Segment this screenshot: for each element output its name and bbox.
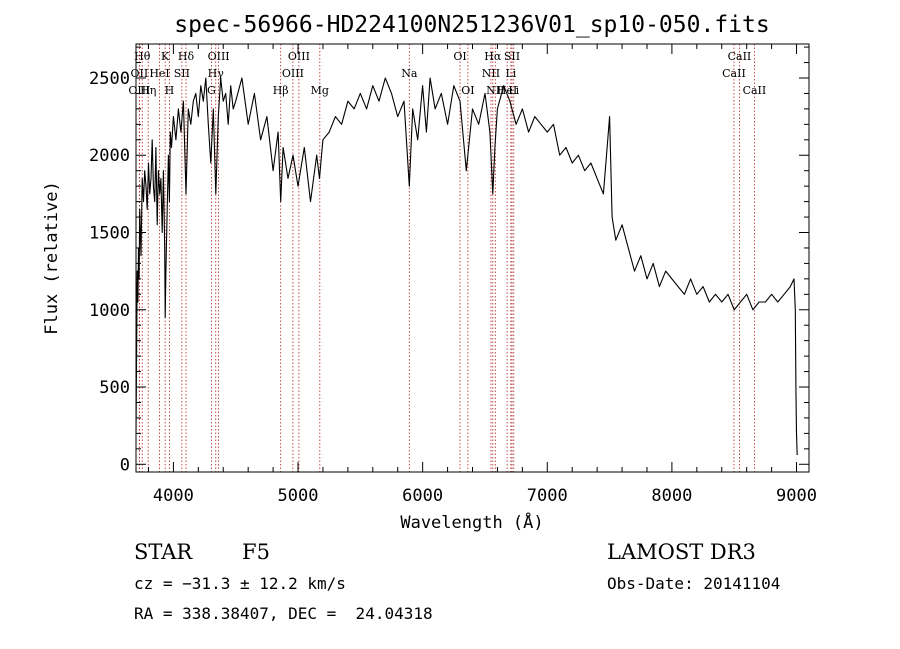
spectral-line-labels: HθOIIOIIIHηHeIKHSIIHδGHγOIIIHβOIIIOIIIMg… (128, 50, 766, 97)
line-label-24: Li (505, 67, 516, 80)
line-label-11: OIII (208, 50, 230, 63)
line-label-21: NII (486, 84, 504, 97)
line-label-6: H (165, 84, 175, 97)
y-axis-title: Flux (relative) (42, 181, 62, 335)
y-tick-label-1: 500 (99, 378, 130, 398)
y-tick-label-3: 1500 (89, 224, 130, 244)
line-label-19: NII (482, 67, 500, 80)
spectral-line-markers (138, 44, 755, 472)
object-subclass: F5 (242, 540, 270, 564)
line-label-27: CaII (728, 50, 752, 63)
line-label-17: OI (453, 50, 466, 63)
y-tick-label-5: 2500 (89, 69, 130, 89)
line-label-26: CaII (722, 67, 746, 80)
spectrum-chart: spec-56966-HD224100N251236V01_sp10-050.f… (42, 12, 817, 533)
observation-date: Obs-Date: 20141104 (607, 574, 781, 593)
object-class: STAR (134, 540, 193, 564)
y-axis-ticks: 0 500 1000 1500 2000 2500 (89, 46, 809, 475)
line-label-28: CaII (743, 84, 767, 97)
x-tick-label-3: 7000 (527, 486, 568, 506)
spectrum-line (135, 77, 798, 456)
line-label-1: OII (131, 67, 149, 80)
x-tick-label-5: 9000 (776, 486, 817, 506)
line-label-2: OIII (128, 84, 150, 97)
y-tick-label-2: 1000 (89, 301, 130, 321)
y-tick-label-0: 0 (120, 455, 130, 475)
x-axis-title: Wavelength (Å) (400, 511, 543, 533)
line-label-12: Hβ (273, 84, 289, 97)
line-label-5: K (161, 50, 170, 63)
line-label-25: Li (508, 84, 519, 97)
chart-title: spec-56966-HD224100N251236V01_sp10-050.f… (174, 12, 769, 38)
line-label-9: G (207, 84, 216, 97)
line-label-23: SII (504, 50, 520, 63)
x-tick-label-0: 4000 (153, 486, 194, 506)
line-label-13: OIII (282, 67, 304, 80)
y-tick-label-4: 2000 (89, 146, 130, 166)
line-label-3: Hη (140, 84, 156, 97)
x-axis-ticks: 4000 5000 6000 7000 8000 9000 (147, 44, 817, 506)
x-tick-label-1: 5000 (278, 486, 319, 506)
plot-frame (135, 43, 810, 473)
line-label-0: Hθ (134, 50, 151, 63)
line-label-18: OI (461, 84, 474, 97)
line-label-16: Na (401, 67, 418, 80)
line-label-14: OIII (288, 50, 310, 63)
x-tick-label-2: 6000 (402, 486, 443, 506)
line-label-4: HeI (149, 67, 169, 80)
x-tick-label-4: 8000 (651, 486, 692, 506)
line-label-10: Hγ (208, 67, 225, 80)
line-label-8: Hδ (178, 50, 195, 63)
coordinates: RA = 338.38407, DEC = 24.04318 (134, 604, 433, 623)
line-label-7: SII (174, 67, 190, 80)
redshift-velocity: cz = −31.3 ± 12.2 km/s (134, 574, 346, 593)
line-label-20: Hα (484, 50, 502, 63)
line-label-15: Mg (311, 84, 329, 97)
survey-name: LAMOST DR3 (607, 540, 756, 564)
